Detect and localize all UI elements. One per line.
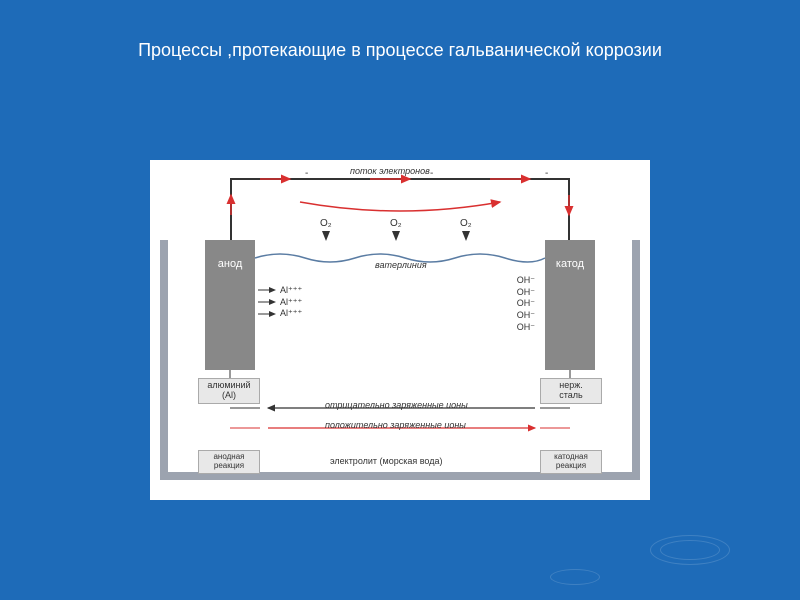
o2-label-3: O₂ xyxy=(460,218,472,241)
waterline-label: ватерлиния xyxy=(375,260,427,270)
aluminium-label: алюминий (Al) xyxy=(198,378,260,404)
o2-text: O₂ xyxy=(390,218,402,229)
page-title: Процессы ,протекающие в процессе гальван… xyxy=(0,40,800,61)
o2-label-1: O₂ xyxy=(320,218,332,241)
vessel-wall-left xyxy=(160,240,168,480)
al-ion-3: Al⁺⁺⁺ xyxy=(280,308,302,320)
vessel-wall-right xyxy=(632,240,640,480)
o2-label-2: O₂ xyxy=(390,218,402,241)
cathode-label: катод xyxy=(556,258,584,270)
oh-ion-4: OH⁻ xyxy=(517,310,535,322)
wire-anode xyxy=(230,178,232,240)
al-ions: Al⁺⁺⁺ Al⁺⁺⁺ Al⁺⁺⁺ xyxy=(280,285,302,320)
negative-ions-label: отрицательно заряженные ионы xyxy=(325,400,468,410)
positive-ions-label: положительно заряженные ионы xyxy=(325,420,466,430)
down-arrow-icon xyxy=(392,231,400,241)
wire-cathode xyxy=(568,178,570,240)
electrolyte-label: электролит (морская вода) xyxy=(330,456,442,466)
oh-ions: OH⁻ OH⁻ OH⁻ OH⁻ OH⁻ xyxy=(517,275,535,333)
anode-reaction-label: анодная реакция xyxy=(198,450,260,474)
cathode-reaction-label: катодная реакция xyxy=(540,450,602,474)
o2-text: O₂ xyxy=(320,218,332,229)
anode-label: анод xyxy=(218,258,243,270)
cathode-electrode: катод xyxy=(545,240,595,370)
oh-ion-3: OH⁻ xyxy=(517,298,535,310)
water-ripple-icon xyxy=(550,569,600,585)
anode-electrode: анод xyxy=(205,240,255,370)
galvanic-corrosion-diagram: поток электронов O₂ O₂ O₂ - - - xyxy=(150,160,650,500)
steel-label: нерж. сталь xyxy=(540,378,602,404)
down-arrow-icon xyxy=(462,231,470,241)
o2-text: O₂ xyxy=(460,218,472,229)
al-ion-2: Al⁺⁺⁺ xyxy=(280,297,302,309)
oh-ion-1: OH⁻ xyxy=(517,275,535,287)
down-arrow-icon xyxy=(322,231,330,241)
wire-top xyxy=(230,178,570,180)
water-ripple-icon xyxy=(650,535,730,565)
oh-ion-5: OH⁻ xyxy=(517,322,535,334)
electron-flow-label: поток электронов xyxy=(350,166,430,176)
al-ion-1: Al⁺⁺⁺ xyxy=(280,285,302,297)
oh-ion-2: OH⁻ xyxy=(517,287,535,299)
